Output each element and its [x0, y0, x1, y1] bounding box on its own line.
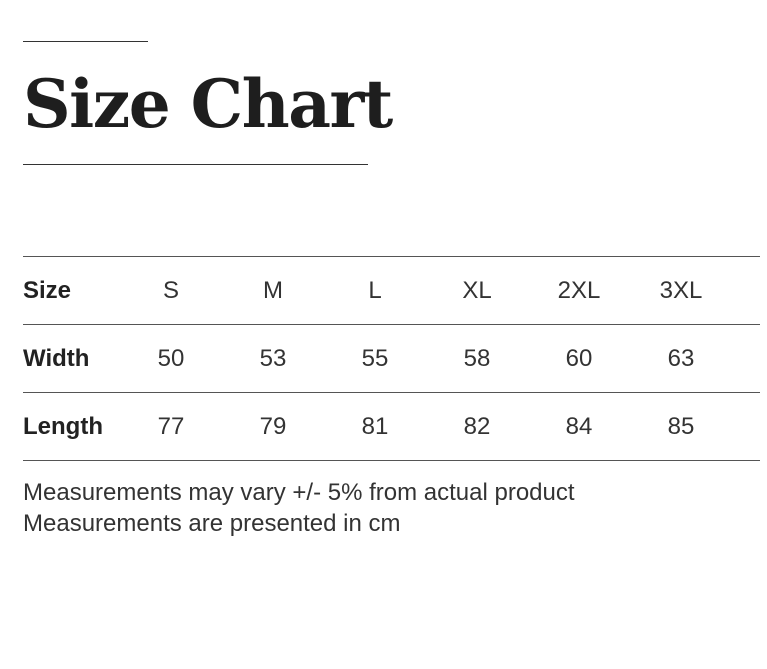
- page-title: Size Chart: [23, 65, 393, 143]
- size-cell: M: [263, 276, 283, 304]
- table-row-width: Width 50 53 55 58 60 63: [23, 324, 760, 393]
- row-spacer: [732, 393, 760, 461]
- title-divider: [23, 164, 368, 165]
- length-cell: 85: [667, 412, 695, 440]
- top-divider: [23, 41, 148, 42]
- row-spacer: [732, 257, 760, 325]
- row-label-length: Length: [23, 412, 103, 440]
- size-cell: 3XL: [659, 276, 703, 304]
- width-cell: 53: [259, 344, 287, 372]
- table-row-length: Length 77 79 81 82 84 85: [23, 392, 760, 461]
- row-label-width: Width: [23, 344, 90, 372]
- length-cell: 77: [157, 412, 185, 440]
- size-cell: XL: [462, 276, 492, 304]
- size-cell: 2XL: [557, 276, 601, 304]
- length-cell: 82: [463, 412, 491, 440]
- row-spacer: [732, 325, 760, 393]
- size-chart-table: Size S M L XL 2XL 3XL Width 50 53 55 58 …: [23, 256, 760, 461]
- width-cell: 58: [463, 344, 491, 372]
- width-cell: 63: [667, 344, 695, 372]
- length-cell: 79: [259, 412, 287, 440]
- length-cell: 81: [361, 412, 389, 440]
- row-label-size: Size: [23, 276, 72, 304]
- size-cell: L: [368, 276, 382, 304]
- length-cell: 84: [565, 412, 593, 440]
- measurement-notes: Measurements may vary +/- 5% from actual…: [23, 477, 575, 539]
- width-cell: 50: [157, 344, 185, 372]
- width-cell: 55: [361, 344, 389, 372]
- note-variance: Measurements may vary +/- 5% from actual…: [23, 479, 575, 506]
- table-row-size: Size S M L XL 2XL 3XL: [23, 256, 760, 325]
- note-units: Measurements are presented in cm: [23, 510, 401, 537]
- width-cell: 60: [565, 344, 593, 372]
- size-cell: S: [162, 276, 179, 304]
